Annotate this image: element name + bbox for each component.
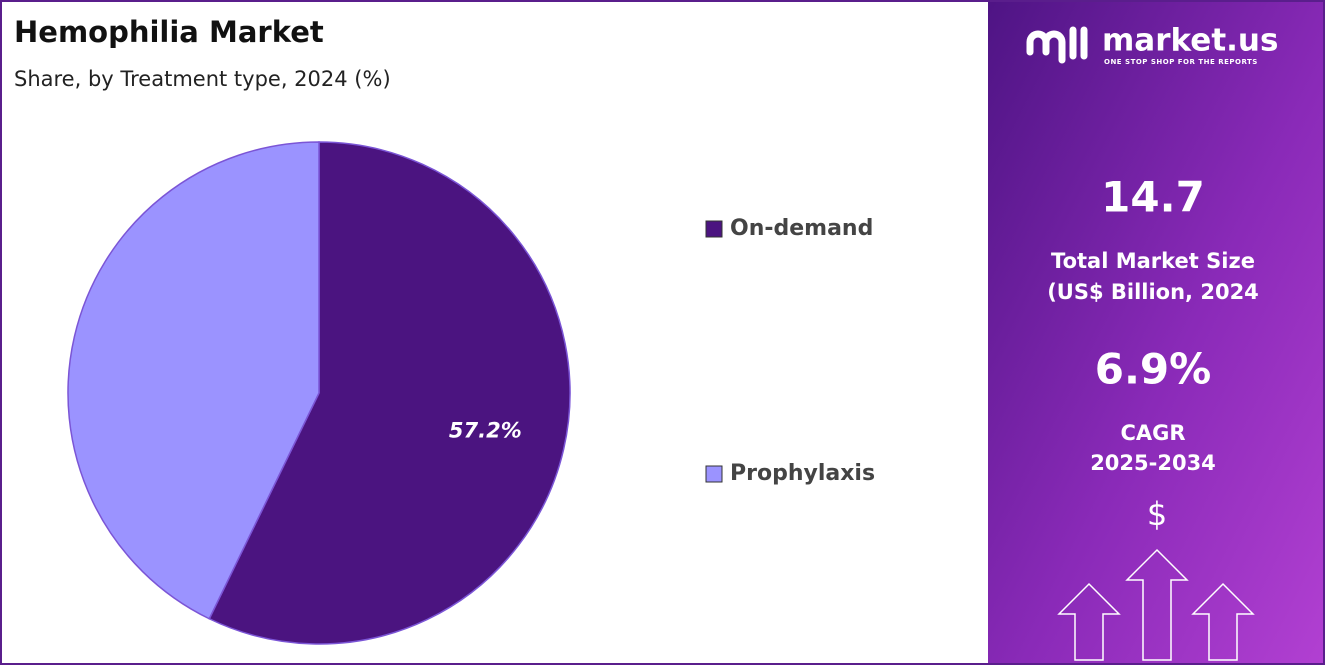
market-size: 14.7 bbox=[1101, 173, 1205, 222]
logo-icon bbox=[1026, 26, 1088, 64]
chart-title: Hemophilia Market bbox=[14, 15, 324, 49]
legend-swatch bbox=[705, 220, 723, 238]
pie-slice bbox=[67, 141, 320, 620]
market-size-label: (US$ Billion, 2024 bbox=[1047, 280, 1259, 304]
legend-label: On-demand bbox=[730, 216, 873, 241]
side-panel bbox=[988, 0, 1325, 665]
data-label: 57.2% bbox=[449, 418, 522, 442]
arrow bbox=[1191, 582, 1255, 661]
tagline: ONE STOP SHOP FOR THE REPORTS bbox=[1104, 58, 1258, 66]
arrows bbox=[1057, 548, 1255, 661]
market-size-label: Total Market Size bbox=[1051, 249, 1255, 273]
arrow bbox=[1057, 582, 1121, 661]
arrow bbox=[1125, 548, 1189, 661]
legend: On-demand Prophylaxis bbox=[705, 216, 875, 486]
cagr-label: CAGR bbox=[1120, 421, 1185, 445]
currency-icon: $ bbox=[1147, 495, 1167, 533]
logo bbox=[1026, 26, 1088, 64]
legend-swatch bbox=[705, 465, 723, 483]
brand: market.us bbox=[1102, 23, 1278, 59]
cagr: 6.9% bbox=[1095, 345, 1211, 394]
legend-label: Prophylaxis bbox=[730, 461, 875, 486]
pie: 57.2% bbox=[67, 141, 571, 645]
chart-subtitle: Share, by Treatment type, 2024 (%) bbox=[14, 67, 391, 91]
cagr-label: 2025-2034 bbox=[1090, 451, 1216, 475]
pie-slice bbox=[208, 141, 571, 645]
